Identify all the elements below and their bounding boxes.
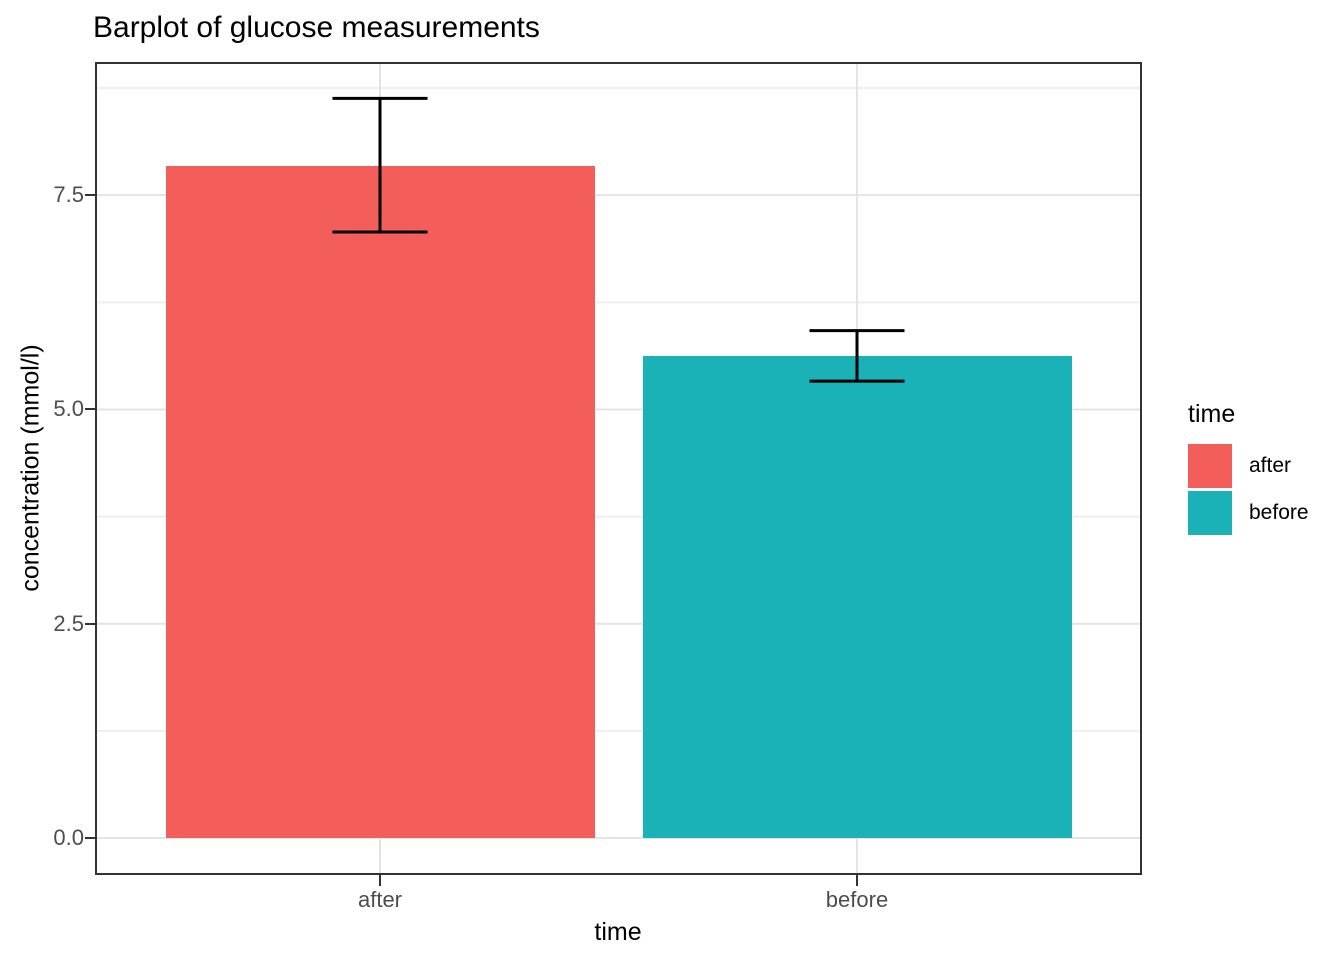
xtick-label-before: before [825, 887, 889, 912]
ytick-label-3: 7.5 [53, 182, 84, 208]
xtick-label-after: after [357, 887, 403, 912]
x-axis-title: time [594, 918, 642, 946]
y-tick-mark [85, 622, 95, 625]
y-axis-title: concentration (mmol/l) [16, 344, 45, 592]
bar-after [165, 166, 595, 838]
y-tick-mark [85, 408, 95, 411]
legend-entry-before: before [1188, 491, 1309, 535]
x-tick-mark [856, 875, 858, 886]
legend-title: time [1188, 400, 1236, 428]
y-tick-mark [85, 194, 95, 197]
plot-panel [95, 62, 1142, 875]
ytick-label-1: 2.5 [53, 610, 84, 636]
y-tick-mark [85, 837, 95, 839]
bar-before [642, 356, 1072, 838]
legend: time after before [1188, 400, 1309, 538]
legend-swatch-before-icon [1188, 491, 1232, 535]
plot-title: Barplot of glucose measurements [93, 11, 540, 44]
legend-label-before: before [1249, 501, 1309, 524]
error-bars-layer [332, 96, 905, 383]
legend-swatch-after-icon [1188, 444, 1232, 488]
legend-label-after: after [1249, 454, 1292, 477]
x-tick-mark [379, 875, 381, 886]
ytick-label-2: 5.0 [53, 396, 84, 422]
ytick-label-0: 0.0 [53, 825, 84, 850]
legend-entry-after: after [1188, 444, 1309, 488]
